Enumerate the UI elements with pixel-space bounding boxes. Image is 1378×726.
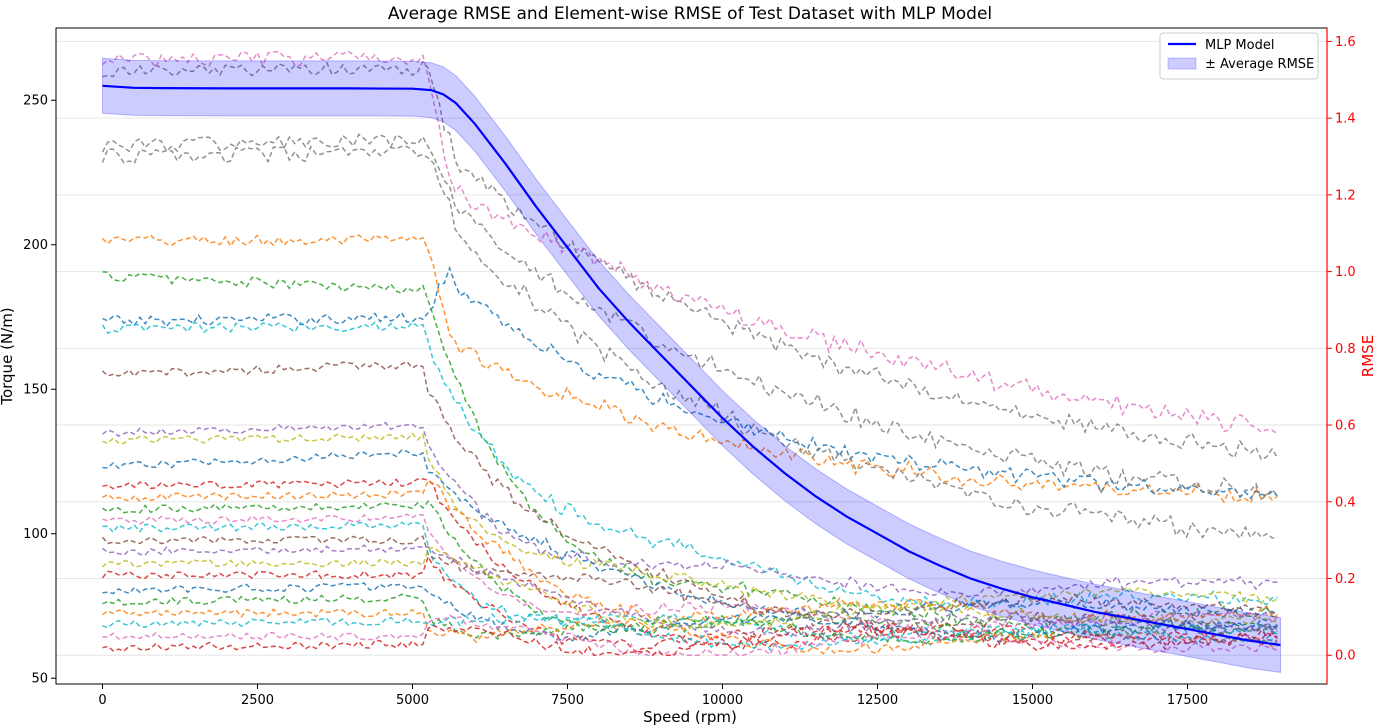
rmse-series-line xyxy=(102,521,1278,646)
average-rmse-band xyxy=(102,57,1281,673)
y2-tick-label: 0.6 xyxy=(1335,419,1356,434)
rmse-series-line xyxy=(102,544,1278,637)
legend-label-average-rmse: ± Average RMSE xyxy=(1205,57,1314,72)
rmse-series-line xyxy=(101,145,1278,540)
x-tick-label: 12500 xyxy=(857,693,898,708)
rmse-series-line xyxy=(102,50,1278,435)
y2-tick-label: 1.0 xyxy=(1335,265,1356,280)
rmse-series-line xyxy=(101,546,1278,631)
grid xyxy=(56,40,1327,656)
y2-tick-label: 1.6 xyxy=(1335,35,1356,50)
rmse-series-line xyxy=(102,478,1278,651)
rmse-series-line xyxy=(101,360,1278,635)
rmse-series-line xyxy=(102,479,1278,626)
mlp-model-line xyxy=(102,84,1281,647)
rmse-series-line xyxy=(101,535,1278,619)
rmse-series-line xyxy=(102,608,1278,655)
rmse-series-line xyxy=(102,614,1278,657)
mlp-model-series xyxy=(102,57,1281,673)
x-axis-title: Speed (rpm) xyxy=(643,708,737,726)
y2-tick-label: 0.0 xyxy=(1335,649,1356,664)
y-tick-label: 100 xyxy=(23,527,48,542)
element-wise-rmse-series xyxy=(101,50,1279,657)
rmse-series-line xyxy=(102,432,1278,610)
x-tick-label: 17500 xyxy=(1167,693,1208,708)
chart-title: Average RMSE and Element-wise RMSE of Te… xyxy=(388,4,992,24)
rmse-series-line xyxy=(102,449,1278,620)
y2-tick-label: 0.2 xyxy=(1335,572,1356,587)
y-tick-label: 150 xyxy=(23,383,48,398)
y-axis-right: 0.0 0.2 0.4 0.6 0.8 1.0 1.2 1.4 1.6 xyxy=(1327,35,1356,664)
x-tick-label: 0 xyxy=(98,693,106,708)
rmse-series-line xyxy=(101,321,1278,610)
rmse-series-line xyxy=(102,271,1278,629)
y2-tick-label: 1.2 xyxy=(1335,188,1356,203)
x-tick-label: 7500 xyxy=(551,693,584,708)
y-axis-title: Torque (N/m) xyxy=(0,307,16,405)
x-tick-label: 5000 xyxy=(396,693,429,708)
x-tick-label: 10000 xyxy=(702,693,743,708)
x-tick-label: 2500 xyxy=(241,693,274,708)
rmse-series-line xyxy=(101,554,1278,653)
y2-tick-label: 0.4 xyxy=(1335,495,1356,510)
x-tick-label: 15000 xyxy=(1012,693,1053,708)
y-tick-label: 50 xyxy=(31,672,48,687)
legend-swatch-average-rmse xyxy=(1167,57,1197,70)
rmse-series-line xyxy=(102,60,1279,461)
rmse-series-line xyxy=(102,513,1278,633)
legend: MLP Model ± Average RMSE xyxy=(1159,32,1319,80)
legend-box xyxy=(1159,32,1319,80)
x-axis: 0 2500 5000 7500 10000 12500 15000 17500 xyxy=(98,684,1208,708)
rmse-series-line xyxy=(101,133,1278,501)
rmse-series-line xyxy=(101,234,1278,505)
rmse-series-line xyxy=(102,624,1278,657)
rmse-series-line xyxy=(102,265,1278,500)
y2-axis-title: RMSE xyxy=(1359,335,1377,377)
rmse-series-line xyxy=(102,593,1278,646)
rmse-series-line xyxy=(102,612,1278,652)
y2-tick-label: 0.8 xyxy=(1335,342,1356,357)
legend-label-mlp-model: MLP Model xyxy=(1205,38,1274,53)
y-tick-label: 250 xyxy=(23,94,48,109)
rmse-series-line xyxy=(102,421,1278,598)
y-axis-left: 50 100 150 200 250 xyxy=(23,94,56,687)
y2-tick-label: 1.4 xyxy=(1335,112,1356,127)
y-tick-label: 200 xyxy=(23,238,48,253)
rmse-series-line xyxy=(102,582,1278,644)
